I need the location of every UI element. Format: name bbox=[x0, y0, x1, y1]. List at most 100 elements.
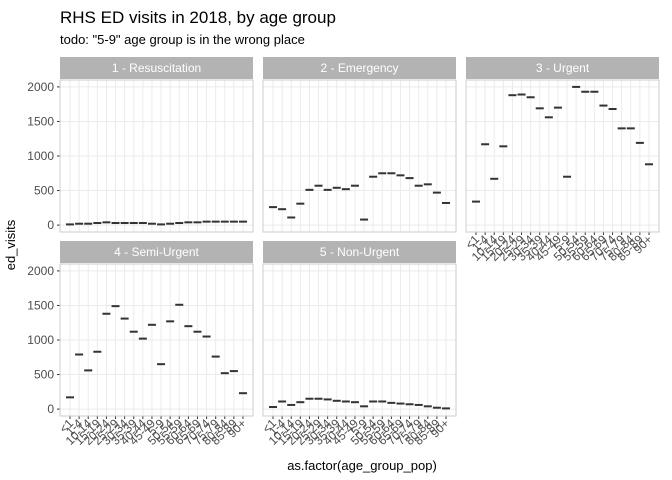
chart-title: RHS ED visits in 2018, by age group bbox=[60, 8, 336, 27]
y-tick-label: 1000 bbox=[27, 149, 54, 163]
crossbar bbox=[238, 392, 247, 395]
crossbar bbox=[193, 221, 202, 224]
crossbar bbox=[644, 163, 653, 166]
strip-label: 2 - Emergency bbox=[320, 61, 398, 75]
strip bbox=[263, 241, 456, 263]
crossbar bbox=[147, 222, 156, 225]
crossbar bbox=[269, 206, 278, 209]
crossbar bbox=[193, 330, 202, 333]
crossbar bbox=[544, 116, 553, 119]
crossbar bbox=[387, 401, 396, 404]
crossbar bbox=[102, 312, 111, 315]
strip-label: 3 - Urgent bbox=[536, 61, 590, 75]
crossbar bbox=[590, 90, 599, 93]
crossbar bbox=[84, 222, 93, 225]
crossbar bbox=[414, 403, 423, 406]
panel-border bbox=[59, 79, 254, 233]
crossbar bbox=[166, 320, 175, 323]
x-axis-title: as.factor(age_group_pop) bbox=[287, 458, 437, 473]
panel-border bbox=[59, 263, 254, 417]
panel-border bbox=[465, 79, 660, 233]
strip-label: 1 - Resuscitation bbox=[112, 61, 201, 75]
crossbar bbox=[323, 188, 332, 191]
crossbar bbox=[396, 402, 405, 405]
crossbar bbox=[323, 398, 332, 401]
crossbar bbox=[175, 222, 184, 225]
y-tick-label: 1500 bbox=[27, 114, 54, 128]
crossbar bbox=[278, 208, 287, 211]
y-tick-label: 1000 bbox=[27, 333, 54, 347]
crossbar bbox=[635, 141, 644, 144]
crossbar bbox=[102, 221, 111, 224]
crossbar bbox=[129, 330, 138, 333]
crossbar bbox=[138, 337, 147, 340]
crossbar bbox=[441, 201, 450, 204]
crossbar bbox=[332, 186, 341, 189]
crossbar bbox=[396, 174, 405, 177]
strip bbox=[263, 57, 456, 79]
crossbar bbox=[350, 401, 359, 404]
crossbar bbox=[369, 175, 378, 178]
crossbar bbox=[378, 400, 387, 403]
crossbar bbox=[138, 222, 147, 225]
y-tick-label: 500 bbox=[34, 368, 54, 382]
panel-border bbox=[262, 263, 457, 417]
crossbar bbox=[238, 220, 247, 223]
panel-border bbox=[262, 79, 457, 233]
crossbar bbox=[499, 145, 508, 148]
crossbar bbox=[360, 218, 369, 221]
crossbar bbox=[423, 183, 432, 186]
crossbar bbox=[175, 303, 184, 306]
crossbar bbox=[617, 127, 626, 130]
strip bbox=[60, 241, 253, 263]
y-tick-label: 1500 bbox=[27, 298, 54, 312]
crossbar bbox=[405, 403, 414, 406]
crossbar bbox=[229, 370, 238, 373]
crossbar bbox=[202, 335, 211, 338]
crossbar bbox=[378, 172, 387, 175]
crossbar bbox=[287, 403, 296, 406]
crossbar bbox=[572, 85, 581, 88]
crossbar bbox=[341, 400, 350, 403]
y-tick-label: 500 bbox=[34, 184, 54, 198]
strip bbox=[466, 57, 659, 79]
crossbar bbox=[184, 325, 193, 328]
crossbar bbox=[66, 396, 75, 399]
crossbar bbox=[490, 177, 499, 180]
crossbar bbox=[350, 184, 359, 187]
crossbar bbox=[432, 191, 441, 194]
chart-subtitle: todo: "5-9" age group is in the wrong pl… bbox=[60, 32, 305, 47]
crossbar bbox=[535, 107, 544, 110]
crossbar bbox=[93, 222, 102, 225]
crossbar bbox=[75, 222, 84, 225]
crossbar bbox=[526, 96, 535, 99]
crossbar bbox=[332, 399, 341, 402]
crossbar bbox=[269, 406, 278, 409]
crossbar bbox=[296, 202, 305, 205]
crossbar bbox=[75, 353, 84, 356]
crossbar bbox=[211, 355, 220, 358]
crossbar bbox=[84, 369, 93, 372]
crossbar bbox=[157, 223, 166, 226]
y-tick-label: 2000 bbox=[27, 264, 54, 278]
crossbar bbox=[184, 221, 193, 224]
crossbar bbox=[508, 94, 517, 97]
crossbar bbox=[202, 220, 211, 223]
crossbar bbox=[120, 222, 129, 225]
crossbar bbox=[211, 220, 220, 223]
crossbar bbox=[220, 220, 229, 223]
y-tick-label: 2000 bbox=[27, 80, 54, 94]
crossbar bbox=[111, 222, 120, 225]
crossbar bbox=[66, 223, 75, 226]
strip bbox=[60, 57, 253, 79]
crossbar bbox=[166, 222, 175, 225]
crossbar bbox=[147, 323, 156, 326]
strip-label: 5 - Non-Urgent bbox=[320, 245, 400, 259]
crossbar bbox=[387, 172, 396, 175]
crossbar bbox=[405, 177, 414, 180]
crossbar bbox=[93, 350, 102, 353]
crossbar bbox=[287, 216, 296, 219]
crossbar bbox=[360, 405, 369, 408]
crossbar bbox=[157, 363, 166, 366]
